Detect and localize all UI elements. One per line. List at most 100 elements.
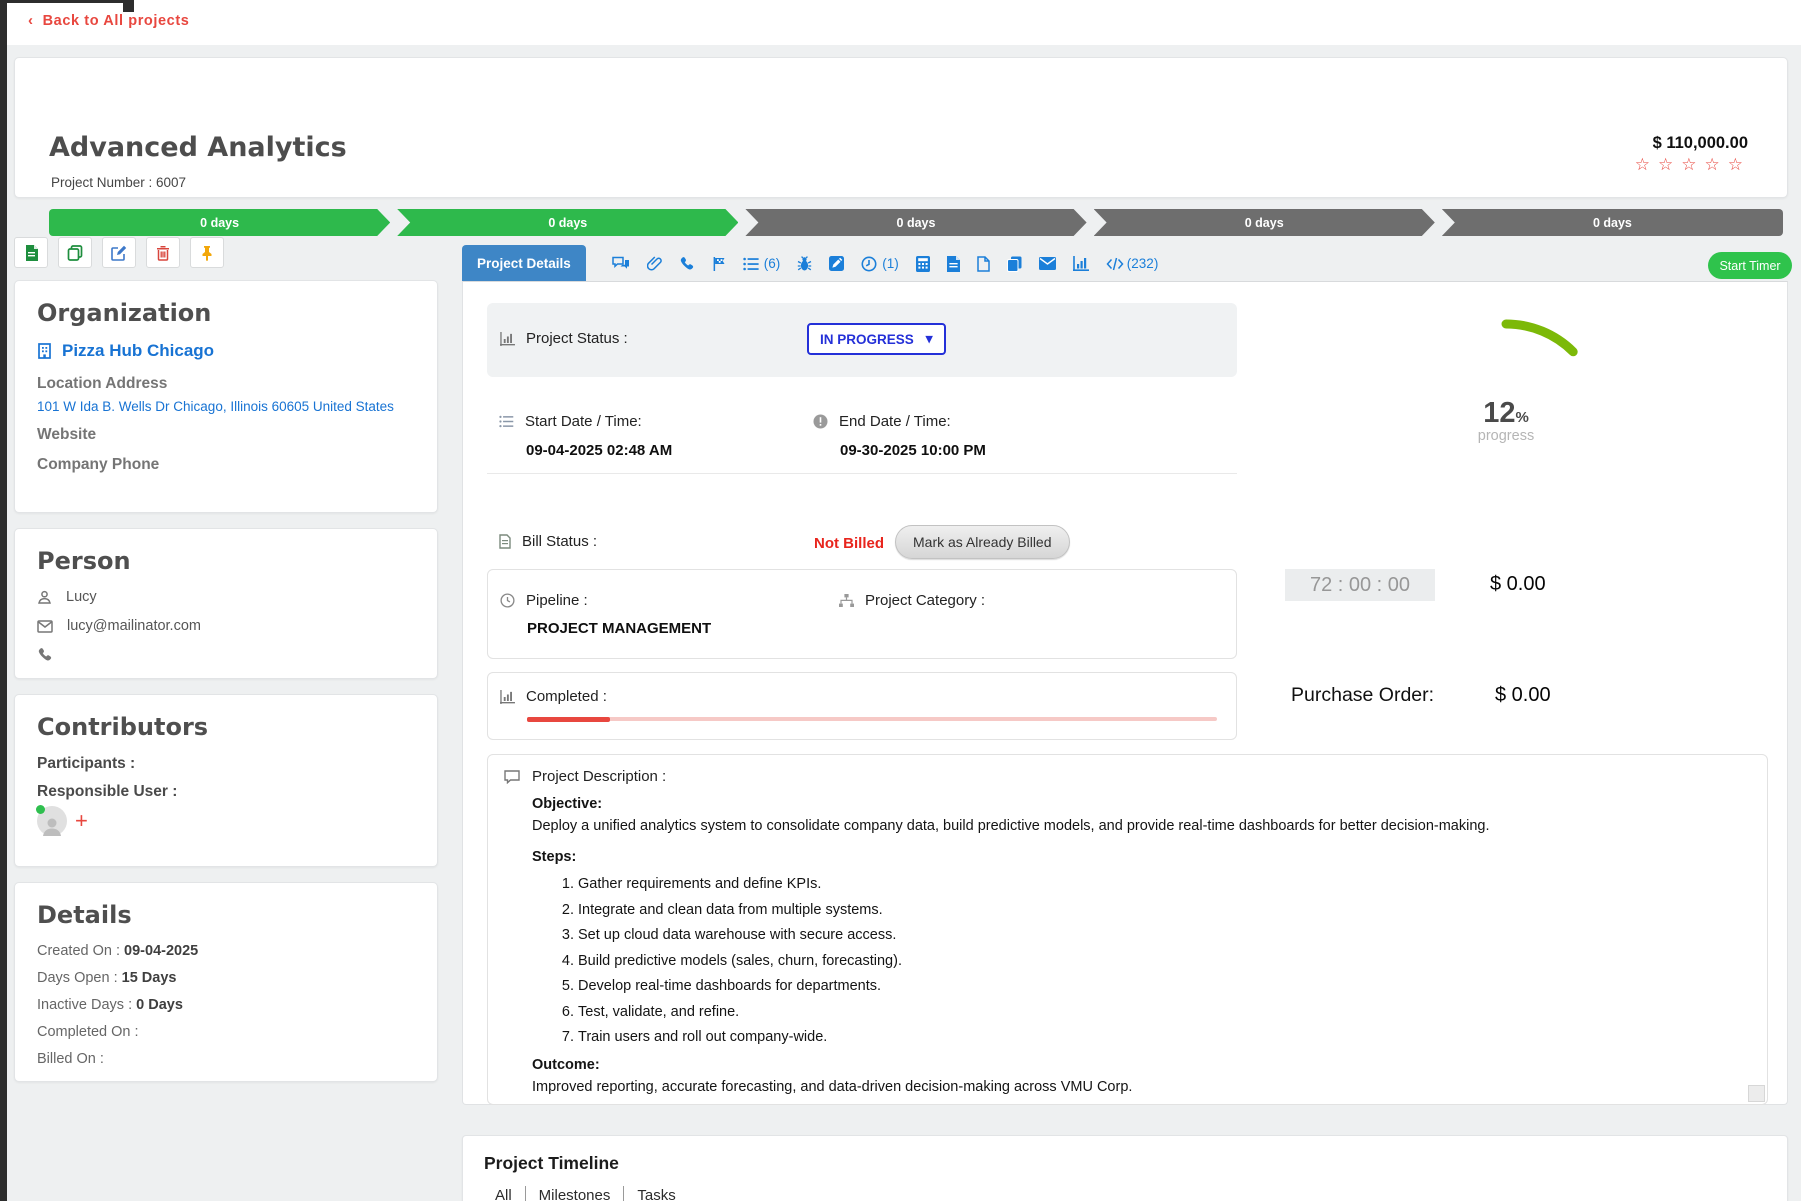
description-step: Develop real-time dashboards for departm… [578,978,1751,994]
star-icon[interactable]: ☆ [1658,155,1682,174]
description-card: Project Description : Objective: Deploy … [487,754,1768,1105]
category-label-row: Project Category : [839,592,985,609]
detail-tabs: Project Details (6) (1) (232) [462,245,1788,282]
outcome-text: Improved reporting, accurate forecasting… [532,1078,1133,1095]
tab-separator [524,1186,526,1201]
detail-value: 0 Days [136,997,183,1013]
timeline-tab-all[interactable]: All [495,1186,512,1201]
description-body: Objective: Deploy a unified analytics sy… [532,794,1751,1098]
milestone-flag-tab-icon[interactable] [711,256,726,272]
steps-label: Steps: [532,848,577,865]
description-step: Gather requirements and define KPIs. [578,876,1751,892]
tasks-count[interactable]: (6) [763,256,781,271]
detail-label: Completed On : [37,1024,139,1040]
code-tab-icon[interactable] [1106,257,1124,271]
details-title: Details [37,901,132,929]
report-chart-tab-icon[interactable] [1072,256,1089,271]
list-icon [499,415,514,428]
star-icon[interactable]: ☆ [1727,155,1751,174]
billed-amount: $ 0.00 [1490,573,1546,595]
comments-tab-icon[interactable] [612,256,630,271]
address-link[interactable]: 101 W Ida B. Wells Dr Chicago, Illinois … [37,399,394,414]
project-status-dropdown[interactable]: IN PROGRESS ▾ [807,323,946,355]
bill-status-label-row: Bill Status : [499,533,597,550]
pin-button[interactable] [190,237,224,268]
invoice-tab-icon[interactable] [946,255,960,272]
time-log-tab-icon[interactable] [861,256,877,272]
mark-billed-button[interactable]: Mark as Already Billed [895,525,1070,559]
time-log-count[interactable]: (1) [882,256,899,271]
pin-icon [200,245,214,261]
files-tab-icon[interactable] [1006,256,1022,272]
page-title: Advanced Analytics [49,132,347,163]
person-phone-row [37,647,415,662]
scrollbar-corner[interactable] [1748,1085,1765,1102]
report-button[interactable] [14,237,48,268]
detail-label: Inactive Days : [37,997,137,1013]
completed-label: Completed : [526,688,607,705]
code-count[interactable]: (232) [1126,256,1159,271]
detail-label: Days Open : [37,970,122,986]
estimate-tab-icon[interactable] [915,255,930,272]
details-card: Details Created On : 09-04-2025 Days Ope… [14,882,438,1082]
attachment-tab-icon[interactable] [646,255,662,272]
start-date-label-row: Start Date / Time: [499,413,642,430]
objective-text: Deploy a unified analytics system to con… [532,817,1490,834]
document-tab-icon[interactable] [977,255,990,272]
file-report-icon [24,244,39,261]
email-tab-icon[interactable] [1038,257,1056,270]
progress-percent-sign: % [1515,409,1529,426]
person-email-row[interactable]: lucy@mailinator.com [37,618,415,634]
edit-icon [111,245,127,261]
start-date-value: 09-04-2025 02:48 AM [526,442,673,459]
project-status-label: Project Status : [526,330,628,347]
timeline-tab-tasks[interactable]: Tasks [637,1186,676,1201]
caret-down-icon: ▾ [925,331,933,346]
star-icon[interactable]: ☆ [1681,155,1705,174]
detail-row-completed: Completed On : [37,1024,415,1040]
star-icon[interactable]: ☆ [1634,155,1658,174]
start-timer-button[interactable]: Start Timer [1708,252,1792,279]
top-bar [0,0,1801,45]
project-header-card: Advanced Analytics Project Number : 6007… [14,57,1788,236]
end-date-label: End Date / Time: [839,413,951,430]
description-label: Project Description : [532,768,667,785]
purchase-order-value: $ 0.00 [1495,684,1551,706]
person-card: Person Lucy lucy@mailinator.com [14,528,438,679]
pipeline-card: Pipeline : PROJECT MANAGEMENT Project Ca… [487,569,1237,659]
stage-progress-bar: 0 days 0 days 0 days 0 days 0 days [49,209,1784,236]
tasks-tab-icon[interactable] [743,257,759,271]
add-responsible-user-button[interactable]: + [75,808,88,833]
objective-label: Objective: [532,796,603,812]
envelope-icon [37,619,53,633]
timeline-tab-milestones[interactable]: Milestones [538,1186,611,1201]
completed-card: Completed : [487,672,1237,740]
star-rating[interactable]: ☆☆☆☆☆ [1635,155,1751,175]
project-number: Project Number : 6007 [51,175,187,190]
tab-project-details[interactable]: Project Details [462,245,586,282]
bug-tab-icon[interactable] [797,255,812,272]
description-step: Build predictive models (sales, churn, f… [578,953,1751,969]
call-tab-icon[interactable] [679,256,694,271]
exclamation-circle-icon [813,414,828,429]
section-divider [487,473,1237,474]
back-link-label: Back to All projects [42,13,190,29]
back-to-projects-link[interactable]: ‹ Back to All projects [28,12,189,29]
edit-button[interactable] [102,237,136,268]
clone-button[interactable] [58,237,92,268]
time-counter: 72 : 00 : 00 [1285,569,1435,601]
description-label-row: Project Description : [504,768,1751,785]
project-status-card: Project Status : IN PROGRESS ▾ [487,303,1237,377]
avatar[interactable] [36,805,67,836]
delete-button[interactable] [146,237,180,268]
star-icon[interactable]: ☆ [1704,155,1728,174]
window-frame-nub [123,0,134,12]
organization-link[interactable]: Pizza Hub Chicago [37,341,415,361]
start-date-label: Start Date / Time: [525,413,642,430]
phone-icon [37,647,52,662]
project-status-label-row: Project Status : [500,330,628,347]
description-step: Set up cloud data warehouse with secure … [578,927,1751,943]
person-title: Person [37,547,131,575]
window-frame-edge-top [0,0,134,3]
notes-tab-icon[interactable] [829,256,845,271]
